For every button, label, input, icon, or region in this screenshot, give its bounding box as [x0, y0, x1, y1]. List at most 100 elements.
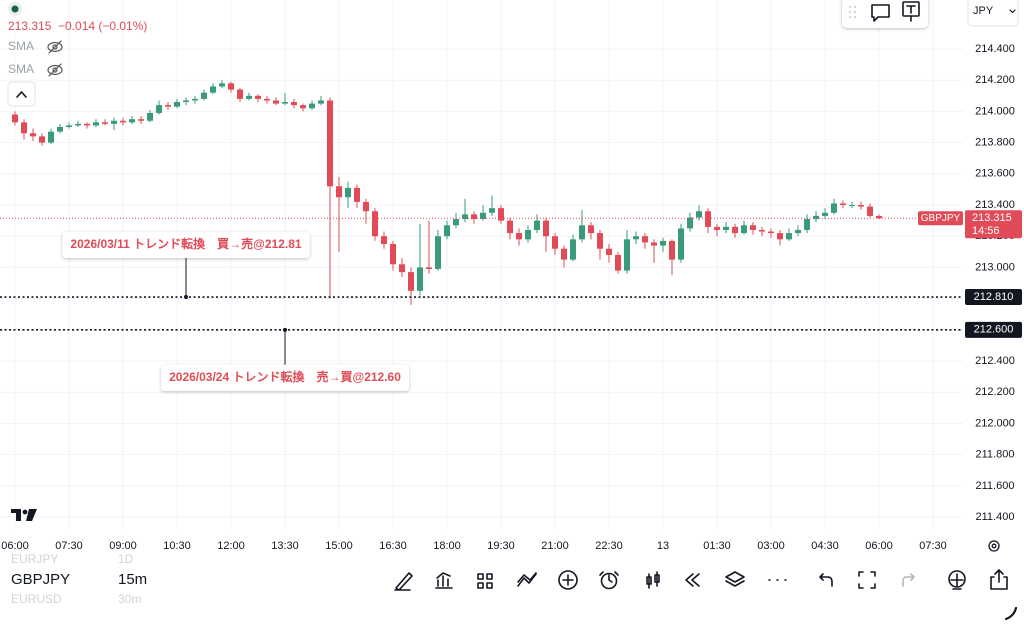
x-tick-label: 07:30: [55, 540, 83, 552]
candle-body: [849, 205, 856, 207]
watch-symbol[interactable]: EURUSD: [11, 592, 62, 606]
candle-body: [804, 219, 811, 230]
watch-interval[interactable]: 15m: [118, 571, 147, 588]
candle-body: [48, 131, 55, 143]
candle-body: [291, 102, 298, 106]
candle-body: [201, 92, 208, 99]
candle-body: [714, 226, 721, 230]
candle-body: [489, 208, 496, 213]
collapse-button[interactable]: [7, 81, 36, 107]
candle-body: [345, 187, 352, 198]
watch-symbol[interactable]: EURJPY: [11, 552, 58, 566]
candle-body: [570, 239, 577, 260]
y-tick-label: 214.200: [975, 74, 1015, 86]
candle-body: [606, 248, 613, 255]
candle-body: [759, 229, 766, 232]
ideas[interactable]: [950, 573, 964, 590]
candle-body: [660, 240, 667, 246]
x-tick-label: 21:00: [541, 540, 569, 552]
level-tag: [965, 289, 1022, 306]
candle-body: [822, 212, 829, 216]
alert-ring[interactable]: [600, 572, 618, 590]
candle-body: [498, 208, 505, 221]
x-tick-label: 13: [657, 540, 669, 552]
candle-body: [687, 217, 694, 229]
y-tick-label: 213.800: [975, 137, 1015, 149]
redo[interactable]: [902, 573, 915, 587]
candle-body: [174, 102, 181, 107]
level-tag-label: 212.810: [974, 291, 1014, 303]
hide-icon[interactable]: [47, 40, 63, 54]
ideas-ring[interactable]: [948, 570, 966, 588]
level-tag: [965, 321, 1022, 338]
candle-body: [453, 219, 460, 226]
candle-body: [840, 203, 847, 206]
indicators[interactable]: [435, 572, 453, 589]
candle-body: [417, 267, 424, 291]
settings-icon[interactable]: [988, 540, 1000, 552]
candle-body: [552, 236, 559, 249]
candle-body: [597, 233, 604, 249]
replay[interactable]: [685, 573, 700, 587]
alert[interactable]: [599, 571, 619, 583]
resize-handle: [1004, 606, 1018, 621]
add-ring[interactable]: [558, 570, 578, 590]
candle-body: [678, 228, 685, 260]
undo[interactable]: [819, 573, 833, 587]
candle-body: [876, 215, 883, 219]
pen-tool[interactable]: [394, 572, 413, 591]
countdown: 14:56: [972, 225, 1000, 237]
y-tick-label: 213.600: [975, 168, 1015, 180]
currency-select[interactable]: [967, 0, 1019, 27]
y-tick-label: 214.000: [975, 105, 1015, 117]
candle-body: [786, 233, 793, 240]
layers[interactable]: [725, 571, 745, 587]
compare[interactable]: [517, 572, 537, 587]
candle-body: [435, 236, 442, 269]
candle-body: [120, 120, 127, 123]
bottom-bar: [0, 558, 1024, 624]
status-dot: [11, 5, 19, 13]
callout-text: 2026/03/11 トレンド転換 買→売@212.81: [70, 236, 301, 251]
templates[interactable]: [477, 573, 493, 589]
y-tick-label: 211.800: [976, 449, 1015, 461]
logo: [11, 509, 37, 521]
callout-dot: [184, 295, 189, 300]
price-tag-label: 213.315: [972, 212, 1012, 224]
watch-interval[interactable]: 1D: [118, 552, 134, 566]
candle-body: [723, 226, 730, 230]
candle-body: [858, 205, 865, 207]
candle-body: [264, 98, 271, 101]
candle-body: [30, 133, 37, 137]
callout-box: [161, 364, 409, 391]
text-tool[interactable]: [902, 1, 920, 22]
x-tick-label: 19:30: [487, 540, 515, 552]
candle-body: [651, 242, 658, 246]
comment-tool[interactable]: [871, 4, 890, 22]
dropdown-arrow: [1009, 9, 1016, 14]
candle-body: [579, 225, 586, 240]
y-tick-label: 211.600: [976, 480, 1015, 492]
y-tick-label: 211.400: [976, 511, 1015, 523]
candle-body: [21, 122, 28, 134]
add[interactable]: [562, 574, 574, 586]
y-tick-label: 213.000: [975, 261, 1015, 273]
watch-interval[interactable]: 30m: [118, 592, 141, 606]
candle-body: [282, 102, 289, 104]
indicator: SMA: [8, 39, 34, 53]
hide-icon[interactable]: [47, 63, 63, 77]
candle-body: [750, 225, 757, 230]
share[interactable]: [990, 569, 1008, 590]
candle-body: [534, 220, 541, 230]
candle-body: [525, 229, 532, 240]
x-tick-label: 06:00: [865, 540, 893, 552]
candle-body: [624, 239, 631, 271]
y-tick-label: 212.200: [975, 386, 1015, 398]
watch-symbol[interactable]: GBPJPY: [11, 571, 70, 588]
candle-body: [273, 100, 280, 104]
fullscreen[interactable]: [858, 571, 876, 589]
candle-body: [399, 264, 406, 273]
currency: JPY: [973, 5, 994, 17]
candles: [12, 80, 883, 305]
bar-style[interactable]: [646, 571, 660, 589]
